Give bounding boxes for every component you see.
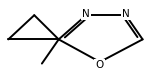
Text: N: N [82, 9, 90, 19]
Text: N: N [122, 9, 130, 19]
Text: O: O [96, 60, 104, 70]
